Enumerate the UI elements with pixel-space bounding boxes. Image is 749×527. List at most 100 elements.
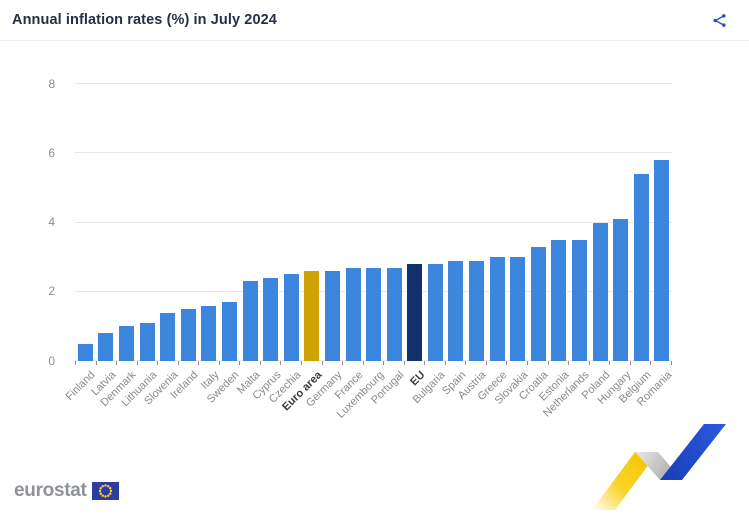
- bar-slot: [487, 257, 508, 361]
- x-tick: [487, 361, 508, 365]
- x-tick: [651, 361, 672, 365]
- bar-poland[interactable]: [592, 222, 608, 361]
- x-tick: [158, 361, 179, 365]
- bar-ireland[interactable]: [180, 309, 196, 361]
- bar-slot: [116, 326, 137, 361]
- bar-slot: [240, 281, 261, 361]
- bar-slot: [343, 267, 364, 361]
- share-button[interactable]: [710, 11, 729, 30]
- x-tick: [507, 361, 529, 365]
- x-tick: [261, 361, 282, 365]
- y-tick-label-4: 4: [48, 215, 55, 229]
- bar-denmark[interactable]: [118, 326, 134, 361]
- bar-slot: [157, 312, 178, 361]
- bar-estonia[interactable]: [551, 239, 567, 361]
- gridline-8: [75, 83, 672, 84]
- bar-slot: [219, 302, 240, 361]
- bar-netherlands[interactable]: [572, 239, 588, 361]
- y-axis: 0 2 4 6 8: [0, 77, 55, 368]
- bar-cyprus[interactable]: [263, 277, 279, 361]
- chart-title: Annual inflation rates (%) in July 2024: [12, 12, 277, 28]
- x-tick: [138, 361, 159, 365]
- x-tick: [281, 361, 303, 365]
- bar-slot: [549, 239, 570, 361]
- x-tick: [199, 361, 220, 365]
- bar-hungary[interactable]: [613, 219, 629, 361]
- x-tick: [302, 361, 323, 365]
- bar-euro-area[interactable]: [304, 271, 320, 361]
- x-tick: [590, 361, 611, 365]
- x-tick: [425, 361, 446, 365]
- bar-romania[interactable]: [654, 160, 670, 361]
- bar-bulgaria[interactable]: [427, 264, 443, 361]
- x-tick: [549, 361, 570, 365]
- x-tick: [364, 361, 385, 365]
- bar-slot: [322, 271, 343, 361]
- plot-area: Finland Latvia Denmark Lithuania Slovenia Ire…: [64, 83, 674, 421]
- bar-slovenia[interactable]: [160, 312, 176, 361]
- bar-portugal[interactable]: [386, 267, 402, 361]
- x-tick: [446, 361, 467, 365]
- bar-slot: [137, 322, 158, 361]
- x-tick: [343, 361, 364, 365]
- bar-france[interactable]: [345, 267, 361, 361]
- x-tick: [466, 361, 487, 365]
- y-tick-label-2: 2: [48, 284, 55, 299]
- bar-luxembourg[interactable]: [366, 267, 382, 361]
- x-tick: [97, 361, 118, 365]
- bar-slot: [281, 274, 302, 361]
- bar-slot: [405, 264, 426, 361]
- bar-greece[interactable]: [489, 257, 505, 361]
- bar-slot: [446, 260, 467, 361]
- gridline-6: [75, 152, 672, 154]
- bar-slot: [384, 267, 405, 361]
- bar-spain[interactable]: [448, 260, 464, 361]
- bar-lithuania[interactable]: [139, 322, 155, 361]
- bar-latvia[interactable]: [98, 333, 114, 361]
- x-tick: [528, 361, 549, 365]
- bar-slot: [610, 219, 631, 361]
- bar-slot: [178, 309, 199, 361]
- bar-malta[interactable]: [242, 281, 258, 361]
- bar-croatia[interactable]: [530, 246, 546, 361]
- x-tick: [569, 361, 590, 365]
- x-tick: [405, 361, 426, 365]
- eurostat-ribbon-decoration: [592, 424, 726, 510]
- x-tick: [610, 361, 631, 365]
- bar-austria[interactable]: [469, 260, 485, 361]
- bar-sweden[interactable]: [221, 302, 237, 361]
- bar-slot: [302, 271, 323, 361]
- eu-flag-icon: [91, 482, 119, 500]
- x-tick: [117, 361, 138, 365]
- bar-slot: [631, 174, 652, 361]
- bar-slot: [260, 277, 281, 361]
- bar-germany[interactable]: [324, 271, 340, 361]
- bar-slot: [425, 264, 446, 361]
- y-tick-label-8: 8: [48, 76, 55, 91]
- bar-slot: [569, 239, 590, 361]
- bar-slot: [75, 343, 96, 361]
- x-tick: [179, 361, 200, 365]
- x-tick: [384, 361, 405, 365]
- share-icon: [713, 13, 726, 27]
- bar-slot: [590, 222, 611, 361]
- bar-belgium[interactable]: [633, 174, 649, 361]
- x-tick: [240, 361, 261, 365]
- x-tick: [76, 361, 97, 365]
- eurostat-logo: eurostat: [14, 480, 119, 502]
- bar-italy[interactable]: [201, 305, 217, 361]
- x-tick: [220, 361, 241, 365]
- bar-slovakia[interactable]: [510, 257, 526, 361]
- x-axis-ticks: [75, 361, 672, 365]
- bar-slot: [96, 333, 117, 361]
- bar-finland[interactable]: [77, 343, 93, 361]
- eurostat-logo-text: eurostat: [14, 480, 87, 501]
- x-tick: [631, 361, 652, 365]
- bar-slot: [507, 257, 528, 361]
- y-tick-label-6: 6: [48, 145, 55, 160]
- bar-eu[interactable]: [407, 264, 423, 361]
- bar-czechia[interactable]: [283, 274, 299, 361]
- bars: [75, 84, 672, 361]
- bar-slot: [466, 260, 487, 361]
